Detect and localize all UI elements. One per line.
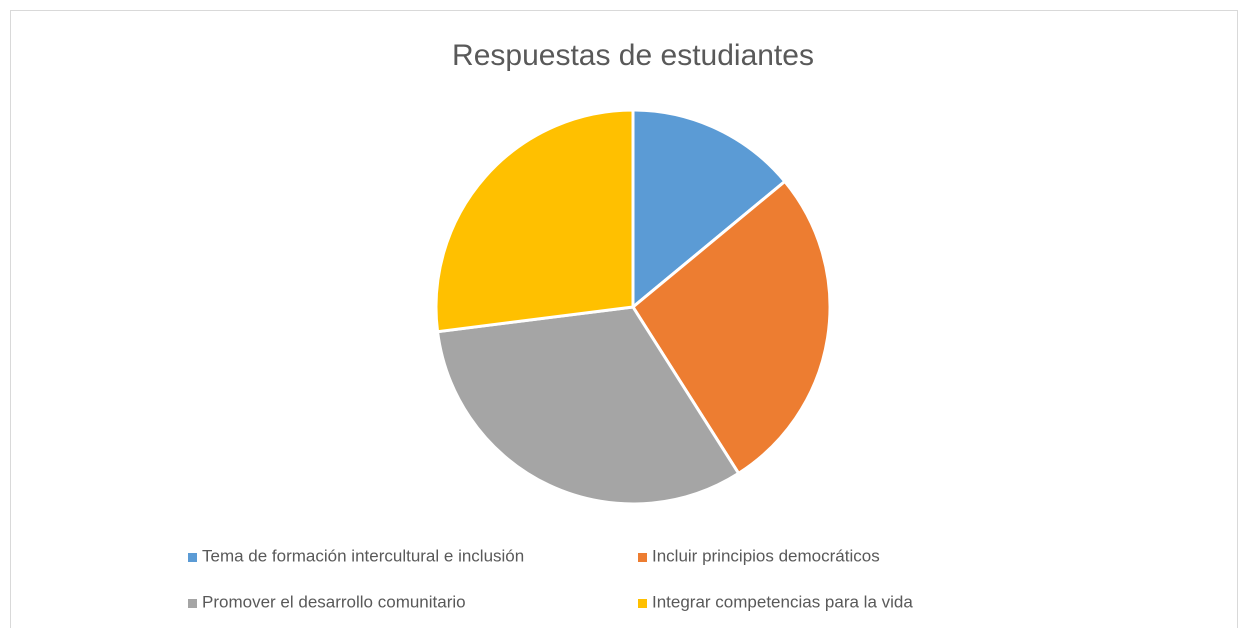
pie-slice [435,305,741,506]
chart-title: Respuestas de estudiantes [452,39,814,72]
legend-swatch [188,553,197,562]
legend-label: Promover el desarrollo comunitario [202,592,466,611]
legend-label: Integrar competencias para la vida [652,592,913,611]
legend-label: Incluir principios democráticos [652,546,880,565]
pie-slice [434,108,635,334]
legend-swatch [188,599,197,608]
legend-label: Tema de formación intercultural e inclus… [202,546,524,565]
legend-swatch [638,599,647,608]
pie-slice [631,108,787,311]
pie-slice [631,179,832,476]
legend-swatch [638,553,647,562]
